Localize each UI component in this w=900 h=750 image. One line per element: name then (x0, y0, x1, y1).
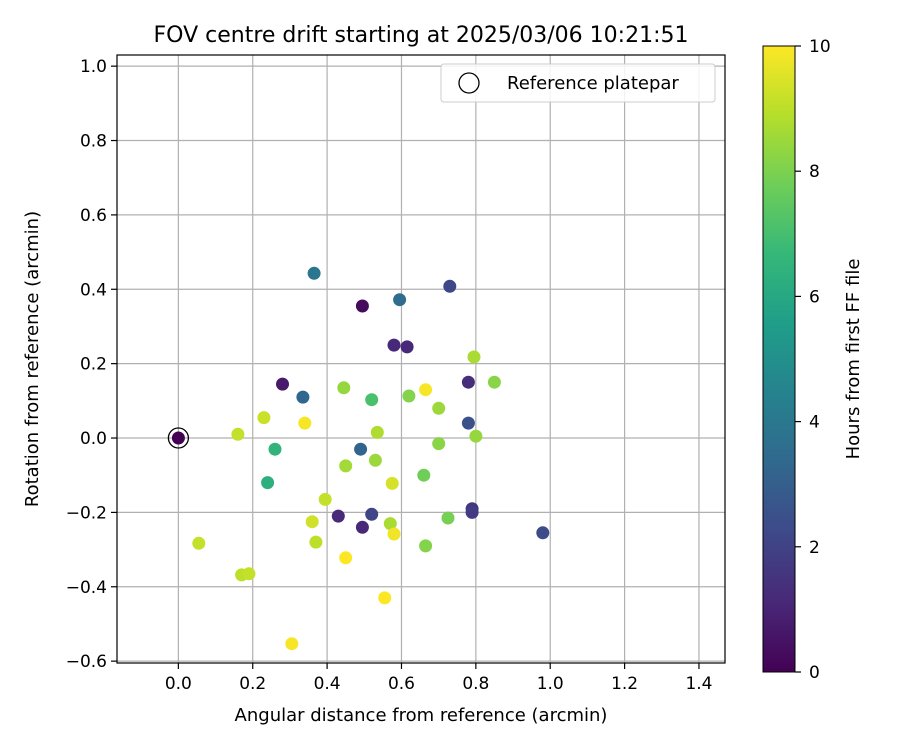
data-point (318, 492, 332, 506)
data-point (387, 527, 401, 541)
data-point (296, 390, 310, 404)
colorbar-tick-label: 6 (809, 287, 820, 307)
y-tick-label: 1.0 (80, 57, 107, 77)
data-point (261, 476, 275, 490)
data-point (465, 505, 479, 519)
data-point (276, 377, 289, 391)
data-point (461, 375, 475, 389)
y-axis-ticks: −0.6 −0.4 −0.2 0.0 0.2 0.4 0.6 0.8 1.0 (66, 57, 117, 672)
data-point (355, 520, 369, 534)
data-point (354, 442, 368, 456)
data-point (467, 350, 481, 364)
data-points (171, 266, 550, 651)
colorbar-tick-label: 8 (809, 162, 820, 182)
data-point (385, 476, 399, 490)
reference-marker-layer (167, 427, 190, 449)
data-point (285, 637, 299, 651)
data-point (192, 536, 206, 550)
legend-box (440, 63, 716, 103)
colorbar-ticks: 0 2 4 6 8 10 (795, 37, 831, 683)
colorbar-label: Hours from first FF file (843, 259, 864, 460)
y-tick-label: −0.6 (66, 652, 107, 672)
y-tick-label: 0.8 (80, 132, 107, 152)
data-point (443, 279, 457, 293)
colorbar-tick-label: 10 (809, 37, 831, 57)
data-point (402, 389, 416, 403)
legend-entry-reference-platepar: Reference platepar (507, 73, 679, 94)
colorbar-gradient (762, 45, 796, 673)
data-point (393, 293, 407, 307)
x-tick-label: 0.8 (462, 674, 489, 694)
data-point (339, 551, 353, 565)
data-point (536, 526, 550, 540)
colorbar-tick-label: 4 (809, 413, 820, 433)
data-point (307, 266, 321, 280)
reference-platepar-marker (167, 427, 190, 449)
colorbar: 0 2 4 6 8 10 Hours from first FF file (762, 37, 864, 683)
data-point (400, 340, 414, 354)
data-point (309, 535, 323, 549)
legend-reference-marker (458, 72, 480, 94)
data-point (383, 517, 397, 531)
data-point (171, 431, 185, 445)
data-point (461, 416, 475, 430)
data-point (337, 381, 351, 395)
y-tick-label: −0.4 (66, 578, 107, 598)
colorbar-tick-label: 2 (809, 538, 820, 558)
data-point (268, 442, 282, 456)
chart-title: FOV centre drift starting at 2025/03/06 … (154, 23, 689, 48)
x-tick-label: 0.6 (388, 674, 415, 694)
data-point (355, 299, 369, 313)
data-point (339, 459, 353, 473)
data-point (432, 401, 446, 415)
data-point (298, 416, 312, 430)
data-point (231, 427, 245, 441)
y-tick-label: −0.2 (66, 503, 107, 523)
data-point (257, 411, 271, 425)
y-tick-label: 0.0 (80, 429, 107, 449)
data-point (331, 509, 345, 523)
y-axis-label: Rotation from reference (arcmin) (22, 211, 43, 507)
data-point (387, 338, 401, 352)
data-point (378, 591, 392, 605)
x-tick-label: 0.2 (239, 674, 266, 694)
data-point (417, 468, 431, 482)
data-point (368, 453, 382, 467)
data-point (487, 375, 501, 389)
y-tick-label: 0.2 (80, 355, 107, 375)
x-tick-label: 1.4 (685, 674, 712, 694)
plot-frame (116, 54, 726, 664)
data-point (419, 539, 433, 553)
grid (117, 55, 725, 663)
data-point (365, 393, 379, 407)
x-tick-label: 1.0 (537, 674, 564, 694)
data-point (441, 511, 455, 525)
data-point (242, 567, 256, 581)
data-point (370, 425, 384, 439)
x-axis-ticks: 0.0 0.2 0.4 0.6 0.8 1.0 1.2 1.4 (165, 663, 712, 694)
data-point (365, 507, 379, 521)
x-tick-label: 1.2 (611, 674, 638, 694)
x-tick-label: 0.4 (314, 674, 341, 694)
data-point (305, 515, 319, 529)
data-point (469, 429, 483, 443)
colorbar-tick-label: 0 (809, 663, 820, 683)
x-tick-label: 0.0 (165, 674, 192, 694)
y-tick-label: 0.4 (80, 280, 107, 300)
y-tick-label: 0.6 (80, 206, 107, 226)
legend: Reference platepar (440, 63, 716, 103)
data-point (419, 383, 433, 397)
data-point (432, 437, 446, 451)
x-axis-label: Angular distance from reference (arcmin) (235, 705, 608, 726)
